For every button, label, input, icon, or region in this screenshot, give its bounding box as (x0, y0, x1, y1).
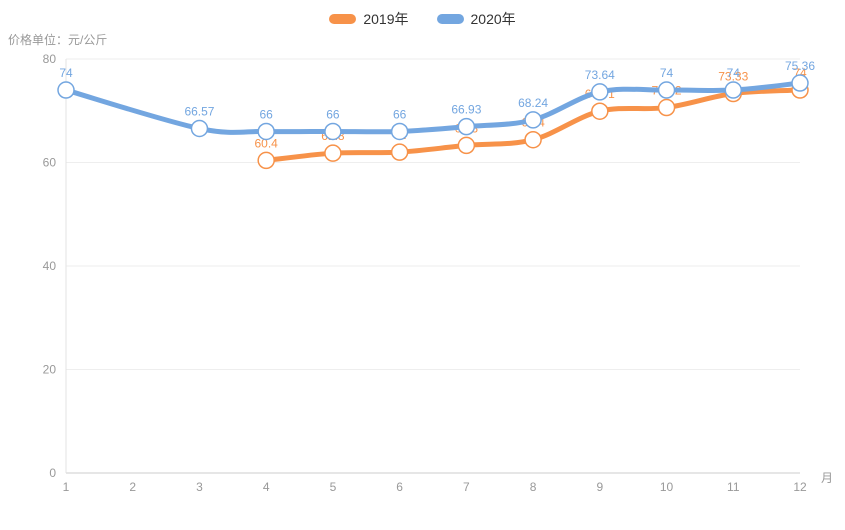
x-tick-label: 5 (330, 480, 337, 494)
data-point-marker-2019年[interactable] (524, 130, 542, 149)
y-tick-label: 80 (43, 52, 57, 66)
data-point-marker-2020年[interactable] (724, 81, 743, 99)
y-axis-title: 价格单位：元/公斤 (8, 33, 108, 47)
y-tick-label: 0 (49, 466, 56, 480)
data-point-label-2020年: 66 (260, 107, 274, 121)
data-point-marker-2020年[interactable] (324, 122, 342, 141)
data-point-label-2020年: 66 (326, 107, 340, 121)
x-tick-label: 6 (396, 480, 403, 494)
data-point-marker-2020年[interactable] (657, 81, 676, 99)
data-point-marker-2020年[interactable] (457, 117, 476, 136)
legend-item-2020[interactable]: 2020年 (436, 9, 516, 29)
data-point-marker-2020年[interactable] (791, 74, 809, 92)
data-point-marker-2019年[interactable] (457, 136, 476, 155)
legend-label-2019: 2019年 (363, 11, 409, 27)
data-point-label-2019年: 60.4 (255, 136, 279, 150)
legend-swatch-2020 (436, 14, 464, 24)
legend-item-2019[interactable]: 2019年 (329, 9, 409, 29)
data-point-label-2020年: 66.57 (184, 105, 214, 119)
x-tick-label: 9 (596, 480, 603, 494)
legend-label-2020: 2020年 (470, 11, 516, 27)
x-tick-label: 8 (530, 480, 537, 494)
x-axis-name: 月 (821, 471, 833, 485)
legend: 2019年 2020年 (0, 9, 845, 29)
x-tick-label: 2 (129, 480, 136, 494)
x-tick-label: 10 (660, 480, 674, 494)
data-point-marker-2019年[interactable] (657, 98, 676, 117)
data-point-label-2020年: 73.64 (585, 68, 615, 82)
data-point-marker-2020年[interactable] (524, 111, 542, 129)
data-point-label-2020年: 75.36 (785, 59, 815, 73)
data-point-marker-2019年[interactable] (324, 144, 342, 162)
data-point-marker-2020年[interactable] (257, 122, 275, 141)
legend-swatch-2019 (329, 14, 357, 24)
data-point-marker-2020年[interactable] (390, 122, 409, 141)
data-point-marker-2019年[interactable] (390, 143, 409, 161)
data-point-label-2020年: 74 (660, 66, 674, 80)
data-point-marker-2019年[interactable] (591, 102, 609, 120)
data-point-label-2020年: 66 (393, 107, 407, 121)
data-point-marker-2019年[interactable] (257, 151, 275, 170)
x-tick-label: 11 (727, 480, 740, 494)
data-point-label-2020年: 74 (727, 66, 741, 80)
x-tick-label: 1 (63, 480, 70, 494)
data-point-marker-2020年[interactable] (190, 119, 209, 138)
x-tick-label: 12 (793, 480, 807, 494)
series-line-2020年 (63, 80, 803, 135)
x-tick-label: 4 (263, 480, 270, 494)
y-tick-label: 20 (43, 363, 57, 377)
data-point-label-2019年: 73.33 (718, 70, 748, 84)
data-point-label-2020年: 68.24 (518, 96, 548, 110)
y-tick-label: 60 (43, 156, 57, 170)
data-point-marker-2020年[interactable] (57, 81, 75, 99)
x-tick-label: 7 (463, 480, 470, 494)
data-point-label-2020年: 74 (59, 66, 73, 80)
x-tick-label: 3 (196, 480, 203, 494)
data-point-label-2020年: 66.93 (451, 103, 481, 117)
y-tick-label: 40 (43, 259, 57, 273)
data-point-marker-2020年[interactable] (591, 83, 609, 101)
